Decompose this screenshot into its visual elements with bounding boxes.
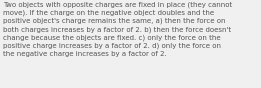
Text: Two objects with opposite charges are fixed in place (they cannot
move). If the : Two objects with opposite charges are fi… (3, 1, 232, 57)
